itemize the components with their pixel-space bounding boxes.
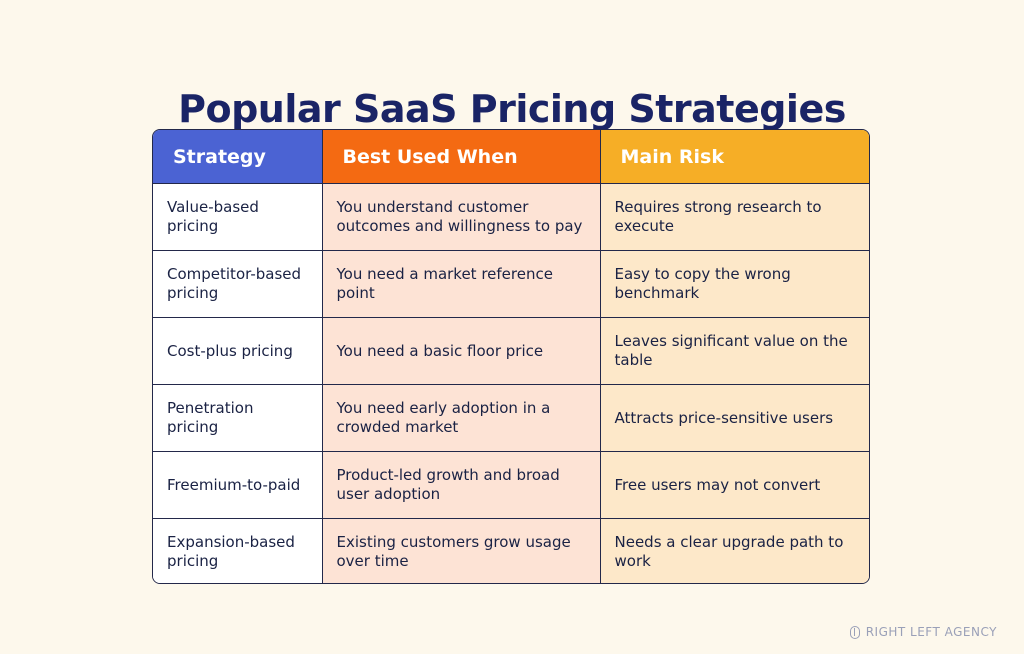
strategy-cell: Freemium-to-paid [153, 451, 323, 519]
best-used-when-cell: You understand customer outcomes and wil… [322, 183, 601, 251]
main-risk-cell: Leaves significant value on the table [600, 317, 869, 385]
table-row: Value-based pricing You understand custo… [153, 183, 869, 251]
strategy-cell: Expansion-based pricing [153, 518, 323, 583]
main-risk-cell: Free users may not convert [600, 451, 869, 519]
best-used-when-cell: Existing customers grow usage over time [322, 518, 601, 583]
agency-logo-icon [849, 625, 860, 639]
best-used-when-cell: You need early adoption in a crowded mar… [322, 384, 601, 452]
main-risk-cell: Attracts price-sensitive users [600, 384, 869, 452]
table-row: Competitor-based pricing You need a mark… [153, 250, 869, 318]
header-main-risk: Main Risk [600, 130, 869, 184]
strategies-table: Strategy Best Used When Main Risk Value-… [152, 129, 870, 584]
header-best-used-when: Best Used When [322, 130, 601, 184]
page-title: Popular SaaS Pricing Strategies [178, 87, 846, 132]
main-risk-cell: Easy to copy the wrong benchmark [600, 250, 869, 318]
brand-watermark: RIGHT LEFT AGENCY [849, 625, 997, 639]
best-used-when-cell: Product-led growth and broad user adopti… [322, 451, 601, 519]
table-row: Freemium-to-paid Product-led growth and … [153, 451, 869, 519]
best-used-when-cell: You need a market reference point [322, 250, 601, 318]
table-header-row: Strategy Best Used When Main Risk [153, 130, 869, 184]
strategy-cell: Penetration pricing [153, 384, 323, 452]
main-risk-cell: Requires strong research to execute [600, 183, 869, 251]
best-used-when-cell: You need a basic floor price [322, 317, 601, 385]
table-row: Expansion-based pricing Existing custome… [153, 518, 869, 583]
main-risk-cell: Needs a clear upgrade path to work [600, 518, 869, 583]
table-row: Cost-plus pricing You need a basic floor… [153, 317, 869, 385]
strategy-cell: Value-based pricing [153, 183, 323, 251]
table-row: Penetration pricing You need early adopt… [153, 384, 869, 452]
brand-name: RIGHT LEFT AGENCY [865, 625, 997, 639]
header-strategy: Strategy [153, 130, 323, 184]
strategy-cell: Competitor-based pricing [153, 250, 323, 318]
strategy-cell: Cost-plus pricing [153, 317, 323, 385]
